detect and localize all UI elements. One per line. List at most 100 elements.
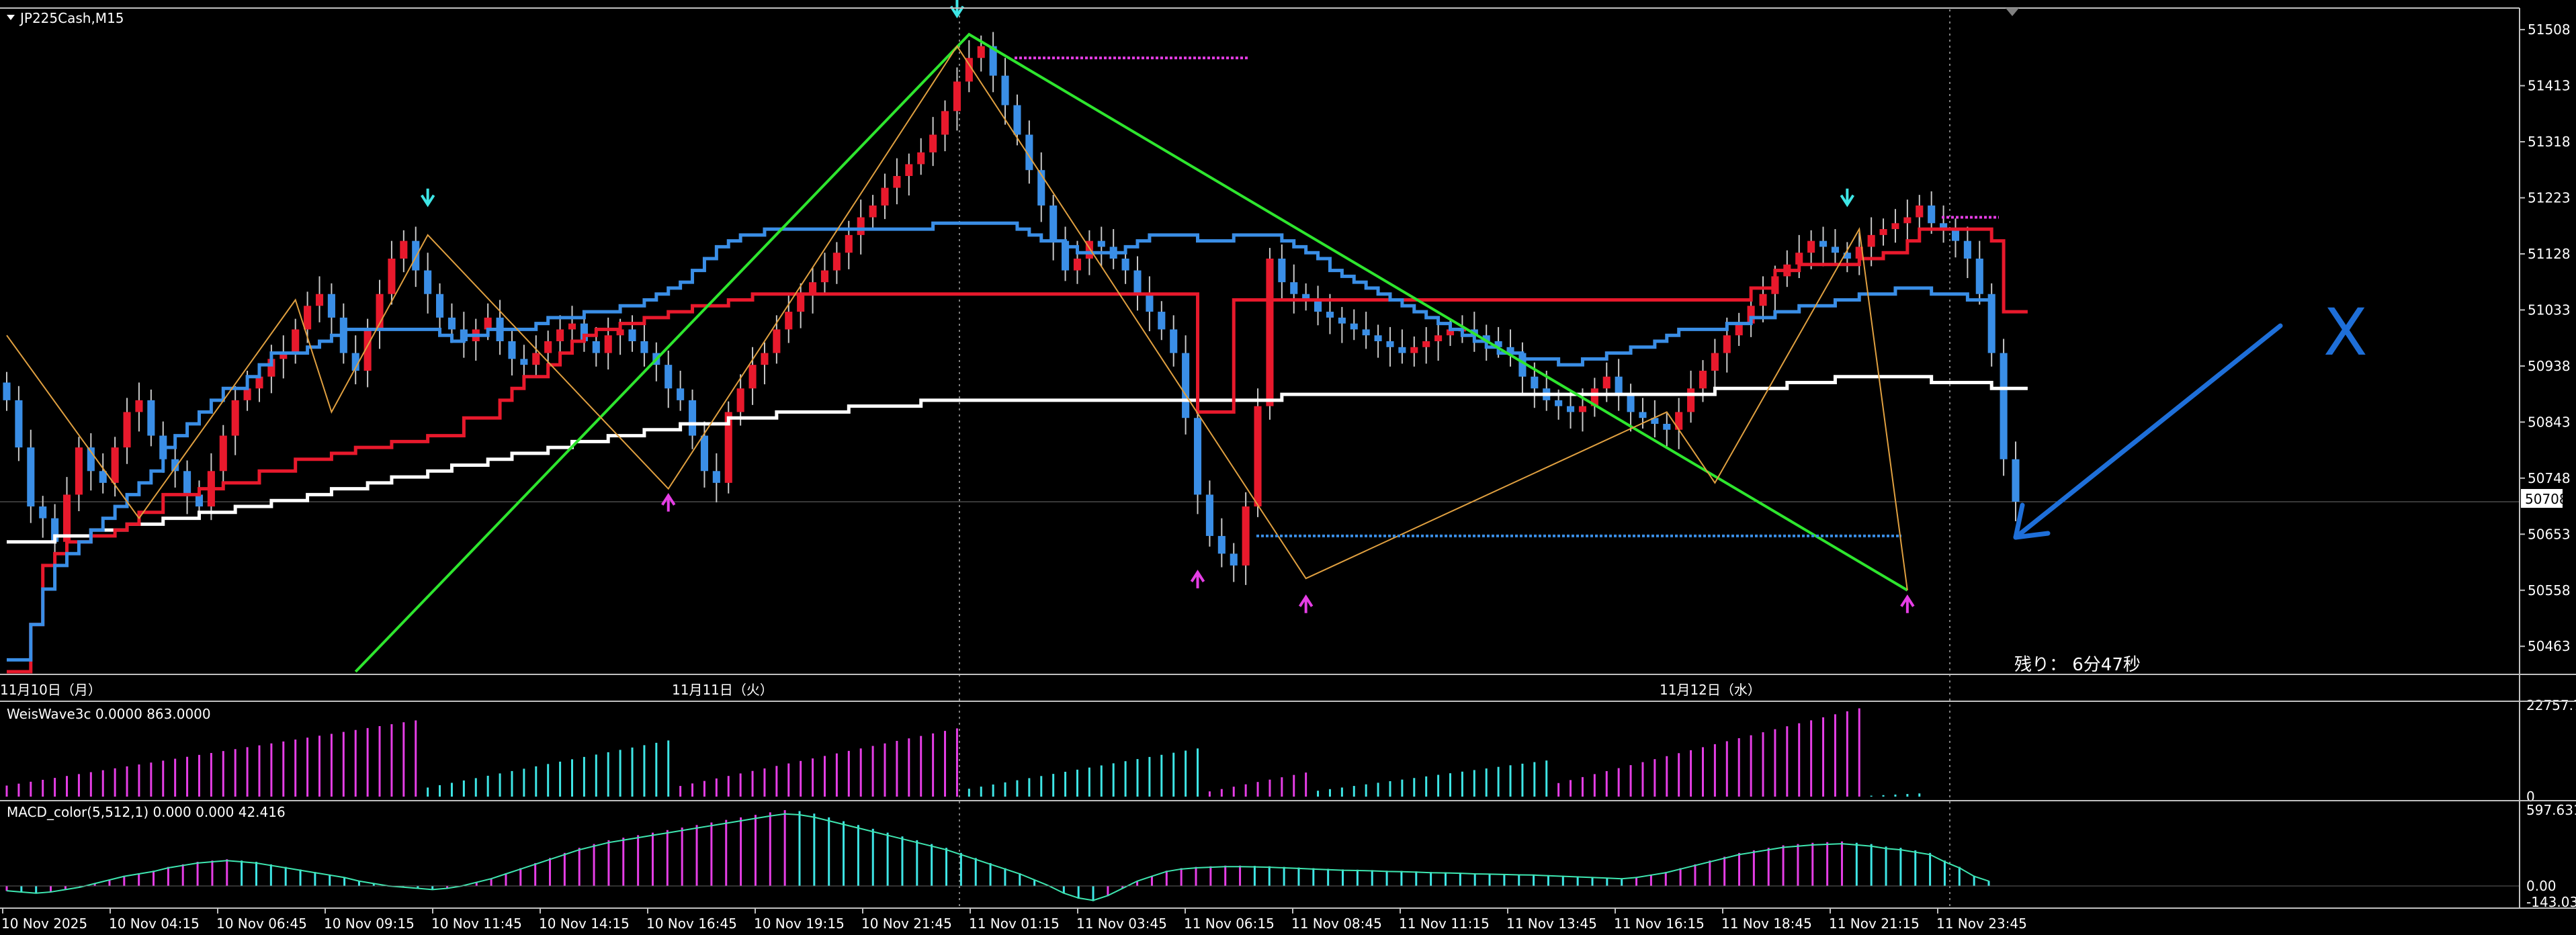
candle-body [508, 341, 516, 359]
candle-body [1278, 259, 1286, 283]
candle-body [99, 471, 107, 483]
candle-body [1350, 323, 1358, 330]
candle-body [1013, 105, 1021, 135]
candle-body [1867, 234, 1875, 247]
candle-body [1073, 259, 1082, 271]
candle-body [1410, 347, 1418, 353]
candle-body [135, 400, 143, 412]
candle-body [1338, 317, 1346, 324]
candle-body [857, 217, 865, 235]
price-tick-label: 51318 [2528, 134, 2571, 150]
candle-body [1025, 134, 1033, 171]
candle-body [1566, 406, 1575, 412]
weiswave-title: WeisWave3c 0.0000 863.0000 [7, 706, 211, 722]
candle-body [1819, 240, 1828, 247]
down-arrow-icon [420, 188, 435, 208]
price-tick-label: 51033 [2528, 302, 2571, 318]
candle-body [1795, 253, 1803, 265]
candle-body [327, 294, 335, 318]
current-price-label: 50708 [2525, 491, 2568, 507]
candle-body [832, 253, 841, 271]
candle-body [677, 388, 685, 400]
candle-body [1314, 300, 1322, 312]
candle-body [484, 317, 492, 330]
candle-body [893, 176, 901, 188]
candle-body [147, 400, 155, 436]
time-tick-label: 10 Nov 04:15 [109, 916, 200, 932]
time-tick-label: 10 Nov 09:15 [324, 916, 415, 932]
candle-body [1747, 306, 1755, 324]
collapse-triangle-icon[interactable] [7, 15, 15, 20]
candle-body [39, 506, 47, 519]
time-tick-label: 10 Nov 14:15 [539, 916, 630, 932]
candle-body [1374, 335, 1382, 341]
candle-body [183, 471, 191, 495]
price-tick-label: 50653 [2528, 526, 2571, 542]
candle-body [255, 376, 263, 389]
current-price-tag [2521, 489, 2563, 508]
date-label: 11月10日（月） [0, 682, 101, 698]
time-tick-label: 11 Nov 18:45 [1721, 916, 1812, 932]
indicator-lines-layer [6, 0, 2028, 674]
candle-body [1735, 323, 1743, 336]
candle-body [1759, 294, 1767, 306]
candle-body [748, 365, 757, 389]
candle-body [123, 412, 131, 448]
candle-body [1398, 347, 1406, 353]
candle-body [1158, 312, 1166, 330]
candle-body [3, 382, 11, 400]
candle-body [2012, 459, 2020, 502]
macd-axis-label: 0.00 [2526, 878, 2557, 894]
time-tick-label: 10 Nov 19:15 [754, 916, 845, 932]
candle-body [1723, 335, 1731, 353]
candle-body [1831, 247, 1839, 253]
candle-body [436, 294, 444, 318]
candle-body [1290, 282, 1298, 294]
date-label: 11月12日（水） [1660, 682, 1761, 698]
candle-body [1242, 506, 1250, 566]
up-arrow-icon [1190, 570, 1205, 588]
annotation-x-mark: X [2323, 295, 2368, 370]
candle-body [1639, 412, 1647, 418]
candle-body [1651, 418, 1659, 424]
candle-body [304, 306, 312, 330]
candle-body [400, 240, 408, 259]
candle-body [724, 412, 732, 483]
candle-body [1843, 253, 1851, 259]
candle-body [1001, 75, 1009, 105]
candle-body [1987, 294, 1995, 353]
candle-body [424, 270, 432, 294]
time-tick-label: 11 Nov 06:15 [1184, 916, 1275, 932]
candle-body [1531, 376, 1539, 389]
price-tick-label: 51223 [2528, 190, 2571, 206]
time-tick-label: 10 Nov 06:45 [216, 916, 307, 932]
time-tick-label: 10 Nov 16:45 [646, 916, 737, 932]
candle-body [688, 400, 697, 436]
candle-body [1518, 353, 1527, 377]
candle-body [1555, 400, 1563, 406]
candle-body [797, 294, 805, 312]
candle-body [388, 259, 396, 294]
candle-body [556, 329, 564, 341]
candle-body [15, 400, 23, 448]
candle-body [171, 459, 179, 472]
price-tick-label: 50463 [2528, 638, 2571, 654]
candle-body [1422, 341, 1430, 347]
time-tick-label: 11 Nov 01:15 [969, 916, 1060, 932]
candle-body [315, 294, 324, 306]
candle-body [1663, 424, 1671, 430]
candle-body [1494, 341, 1502, 347]
candle-body [1602, 376, 1611, 389]
price-tick-label: 50938 [2528, 358, 2571, 374]
candle-body [712, 471, 720, 483]
price-tick-label: 51508 [2528, 21, 2571, 38]
candle-body [1675, 412, 1683, 430]
ma_blue-line [7, 221, 1992, 662]
candle-body [1903, 217, 1912, 224]
candle-body [51, 518, 59, 542]
time-tick-label: 11 Nov 11:15 [1399, 916, 1490, 932]
chart-shift-marker-icon[interactable] [2006, 8, 2019, 16]
macd-signal-line [6, 813, 1989, 901]
